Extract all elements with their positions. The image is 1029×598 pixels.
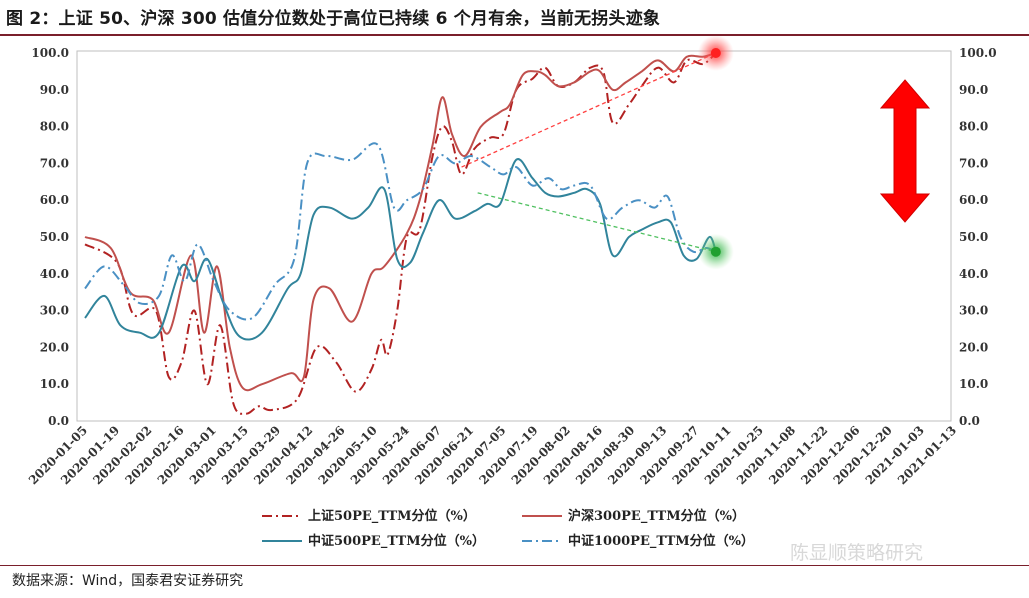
- y-tick-label-left: 40.0: [40, 267, 69, 281]
- red-glow-core: [710, 48, 721, 58]
- sse50-series-line: [84, 52, 717, 415]
- y-tick-label-left: 0.0: [48, 414, 69, 428]
- green-trend-line: [477, 192, 716, 253]
- y-tick-label-left: 60.0: [40, 193, 69, 207]
- legend-label: 上证50PE_TTM分位（%）: [308, 508, 476, 524]
- y-tick-label-right: 100.0: [959, 46, 997, 60]
- y-tick-label-right: 70.0: [959, 156, 988, 170]
- legend-item-csi1000: 中证1000PE_TTM分位（%）: [522, 533, 754, 549]
- y-tick-label-right: 60.0: [959, 193, 988, 207]
- y-tick-label-right: 30.0: [959, 304, 988, 318]
- legend-item-csi500: 中证500PE_TTM分位（%）: [262, 533, 485, 549]
- y-tick-label-right: 20.0: [959, 340, 988, 354]
- legend-label: 沪深300PE_TTM分位（%）: [568, 508, 745, 524]
- footer-divider: [0, 565, 1029, 566]
- y-tick-label-right: 50.0: [959, 230, 988, 244]
- legend-label: 中证1000PE_TTM分位（%）: [568, 533, 754, 549]
- red-trend-line: [461, 52, 717, 168]
- y-tick-label-right: 0.0: [959, 414, 980, 428]
- y-tick-label-left: 70.0: [40, 156, 69, 170]
- legend-item-sse50: 上证50PE_TTM分位（%）: [262, 508, 476, 524]
- y-tick-label-left: 80.0: [40, 120, 69, 134]
- y-tick-label-right: 40.0: [959, 267, 988, 281]
- csi500-series-line: [84, 158, 717, 341]
- y-tick-label-left: 90.0: [40, 83, 69, 97]
- title-divider: [0, 34, 1029, 36]
- y-tick-label-left: 10.0: [40, 377, 69, 391]
- csi300-series-line: [84, 52, 717, 392]
- chart-title: 图 2：上证 50、沪深 300 估值分位数处于高位已持续 6 个月有余，当前无…: [6, 9, 661, 29]
- legend-item-csi300: 沪深300PE_TTM分位（%）: [522, 508, 745, 524]
- y-tick-label-left: 100.0: [31, 46, 69, 60]
- double-arrow-icon: [879, 79, 931, 223]
- plot-frame: [76, 50, 952, 422]
- y-tick-label-right: 90.0: [959, 83, 988, 97]
- green-glow-core: [710, 246, 721, 257]
- watermark-text: 陈显顺策略研究: [790, 542, 924, 564]
- y-tick-label-left: 30.0: [40, 304, 69, 318]
- y-tick-label-left: 50.0: [40, 230, 69, 244]
- source-note: 数据来源：Wind，国泰君安证券研究: [12, 573, 244, 589]
- y-tick-label-right: 10.0: [959, 377, 988, 391]
- csi1000-series-line: [84, 142, 717, 321]
- legend-label: 中证500PE_TTM分位（%）: [308, 533, 485, 549]
- y-tick-label-right: 80.0: [959, 120, 988, 134]
- y-tick-label-left: 20.0: [40, 340, 69, 354]
